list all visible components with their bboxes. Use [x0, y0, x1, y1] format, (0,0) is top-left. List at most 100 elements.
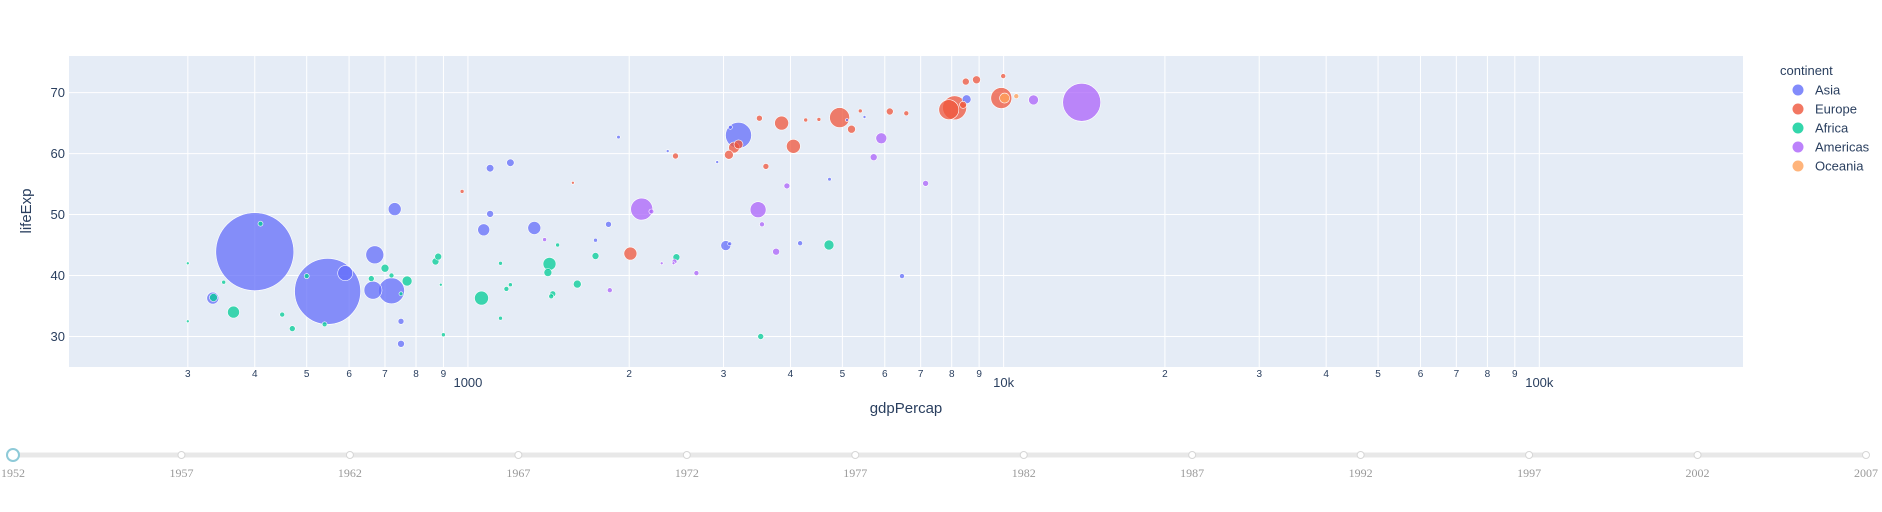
bubble-africa[interactable]: [474, 290, 489, 306]
bubble-europe[interactable]: [847, 124, 856, 134]
bubble-africa[interactable]: [508, 282, 513, 288]
bubble-americas[interactable]: [922, 180, 929, 187]
bubble-asia[interactable]: [715, 160, 720, 164]
bubble-africa[interactable]: [438, 282, 443, 287]
slider-handle[interactable]: [6, 448, 20, 462]
bubble-asia[interactable]: [727, 241, 733, 247]
bubble-europe[interactable]: [571, 181, 575, 185]
bubble-americas[interactable]: [1028, 94, 1039, 106]
bubble-europe[interactable]: [724, 150, 734, 160]
bubble-americas[interactable]: [749, 201, 767, 218]
legend-item-americas[interactable]: Americas: [1792, 140, 1870, 155]
bubble-europe[interactable]: [803, 117, 809, 123]
slider-step[interactable]: [514, 451, 523, 459]
bubble-europe[interactable]: [756, 114, 763, 122]
bubble-europe[interactable]: [786, 139, 801, 154]
bubble-africa[interactable]: [221, 279, 226, 285]
bubble-africa[interactable]: [498, 315, 503, 321]
bubble-asia[interactable]: [506, 158, 515, 167]
bubble-europe[interactable]: [774, 115, 789, 131]
bubble-africa[interactable]: [401, 275, 413, 287]
bubble-asia[interactable]: [215, 212, 295, 291]
bubble-africa[interactable]: [572, 279, 582, 289]
bubble-asia[interactable]: [862, 115, 867, 119]
bubble-africa[interactable]: [543, 268, 553, 277]
bubble-africa[interactable]: [279, 311, 286, 318]
bubble-americas[interactable]: [759, 221, 765, 228]
bubble-africa[interactable]: [388, 272, 395, 279]
bubble-americas[interactable]: [693, 270, 700, 276]
bubble-asia[interactable]: [616, 135, 621, 140]
bubble-africa[interactable]: [542, 257, 557, 271]
bubble-africa[interactable]: [591, 252, 600, 260]
bubble-africa[interactable]: [434, 252, 443, 261]
bubble-africa[interactable]: [209, 293, 218, 302]
bubble-europe[interactable]: [972, 75, 981, 85]
bubble-asia[interactable]: [486, 210, 494, 218]
bubble-americas[interactable]: [630, 197, 654, 221]
slider-step[interactable]: [1188, 451, 1197, 459]
bubble-africa[interactable]: [441, 332, 446, 338]
bubble-oceania[interactable]: [999, 92, 1010, 104]
bubble-americas[interactable]: [648, 208, 655, 215]
bubble-asia[interactable]: [845, 118, 849, 122]
bubble-asia[interactable]: [397, 317, 405, 325]
slider-step[interactable]: [682, 451, 691, 459]
bubble-oceania[interactable]: [1013, 93, 1020, 99]
bubble-asia[interactable]: [378, 277, 405, 305]
slider-step[interactable]: [1356, 451, 1365, 459]
bubble-europe[interactable]: [885, 107, 894, 116]
bubble-africa[interactable]: [186, 261, 190, 266]
bubble-americas[interactable]: [772, 247, 780, 256]
bubble-americas[interactable]: [542, 237, 547, 242]
slider-step[interactable]: [1019, 451, 1028, 459]
data-points[interactable]: [186, 73, 1101, 348]
bubble-europe[interactable]: [623, 246, 638, 261]
bubble-asia[interactable]: [899, 273, 905, 279]
bubble-africa[interactable]: [503, 286, 510, 292]
bubble-asia[interactable]: [486, 164, 495, 173]
bubble-africa[interactable]: [380, 263, 390, 273]
bubble-europe[interactable]: [938, 99, 960, 120]
bubble-europe[interactable]: [829, 107, 850, 128]
slider-step[interactable]: [851, 451, 860, 459]
bubble-europe[interactable]: [459, 189, 465, 194]
bubble-africa[interactable]: [303, 273, 310, 279]
bubble-asia[interactable]: [477, 223, 491, 237]
bubble-africa[interactable]: [555, 242, 560, 248]
bubble-americas[interactable]: [869, 153, 878, 161]
bubble-africa[interactable]: [321, 321, 328, 328]
bubble-asia[interactable]: [397, 339, 405, 348]
slider-step[interactable]: [1693, 451, 1702, 459]
bubble-americas[interactable]: [783, 182, 791, 190]
bubble-americas[interactable]: [606, 287, 613, 294]
bubble-africa[interactable]: [823, 239, 835, 251]
bubble-asia[interactable]: [527, 221, 542, 235]
slider-step[interactable]: [345, 451, 354, 459]
bubble-africa[interactable]: [288, 325, 296, 332]
legend-item-africa[interactable]: Africa: [1792, 121, 1850, 136]
bubble-europe[interactable]: [903, 110, 910, 117]
bubble-europe[interactable]: [961, 77, 970, 86]
slider-track[interactable]: [13, 452, 1866, 458]
bubble-asia[interactable]: [665, 149, 670, 153]
bubble-americas[interactable]: [1062, 83, 1101, 122]
bubble-europe[interactable]: [762, 163, 770, 170]
slider-step[interactable]: [177, 451, 186, 459]
bubble-africa[interactable]: [498, 260, 503, 266]
bubble-europe[interactable]: [816, 117, 822, 122]
bubble-europe[interactable]: [733, 139, 744, 150]
bubble-americas[interactable]: [671, 261, 676, 266]
bubble-asia[interactable]: [387, 202, 402, 216]
bubble-americas[interactable]: [875, 132, 888, 145]
bubble-asia[interactable]: [363, 280, 383, 300]
bubble-asia[interactable]: [728, 125, 733, 130]
bubble-africa[interactable]: [186, 319, 190, 324]
legend-item-asia[interactable]: Asia: [1792, 83, 1842, 98]
bubble-asia[interactable]: [605, 221, 612, 228]
slider-step[interactable]: [1525, 451, 1534, 459]
bubble-africa[interactable]: [398, 291, 404, 297]
bubble-asia[interactable]: [827, 177, 832, 182]
bubble-africa[interactable]: [257, 220, 264, 227]
bubble-asia[interactable]: [365, 245, 385, 265]
